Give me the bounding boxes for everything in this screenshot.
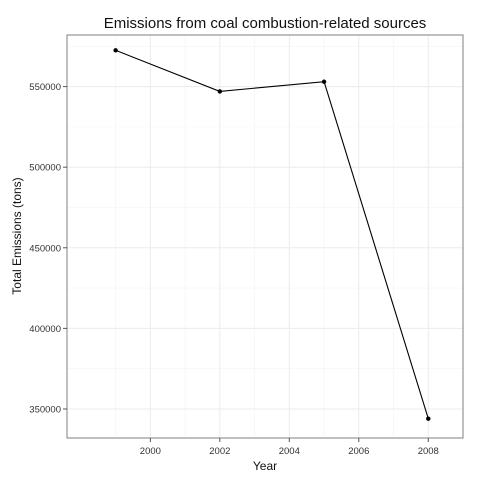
data-point xyxy=(113,48,118,53)
y-axis: 350000 400000 450000 500000 550000 xyxy=(29,82,67,415)
data-point xyxy=(217,89,223,94)
x-axis-title: Year xyxy=(253,459,277,473)
x-tick-label: 2006 xyxy=(348,446,369,457)
x-axis: 2000 2002 2004 2006 2008 xyxy=(140,438,439,457)
y-tick-label: 550000 xyxy=(29,82,61,93)
x-tick-label: 2004 xyxy=(279,446,300,457)
y-tick-label: 450000 xyxy=(29,243,61,254)
y-tick-label: 400000 xyxy=(29,324,61,335)
grid-major-lines xyxy=(67,35,463,438)
data-point xyxy=(321,79,327,84)
x-tick-label: 2002 xyxy=(209,446,230,457)
x-tick-label: 2000 xyxy=(140,446,161,457)
y-axis-title: Total Emissions (tons) xyxy=(10,177,24,294)
panel-border xyxy=(66,34,464,439)
y-tick-label: 500000 xyxy=(29,163,61,174)
data-point xyxy=(426,416,431,421)
series-line xyxy=(115,49,429,419)
y-tick-label: 350000 xyxy=(29,404,61,415)
x-tick-label: 2008 xyxy=(418,446,439,457)
chart-title: Emissions from coal combustion-related s… xyxy=(104,15,427,32)
data-points xyxy=(113,48,431,421)
